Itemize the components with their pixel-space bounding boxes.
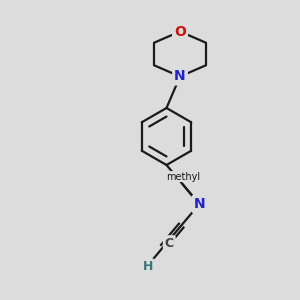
Text: N: N	[194, 197, 205, 211]
Text: C: C	[165, 237, 174, 250]
Text: H: H	[142, 260, 153, 273]
Text: O: O	[174, 25, 186, 38]
Text: N: N	[174, 70, 186, 83]
Text: methyl: methyl	[166, 172, 200, 182]
